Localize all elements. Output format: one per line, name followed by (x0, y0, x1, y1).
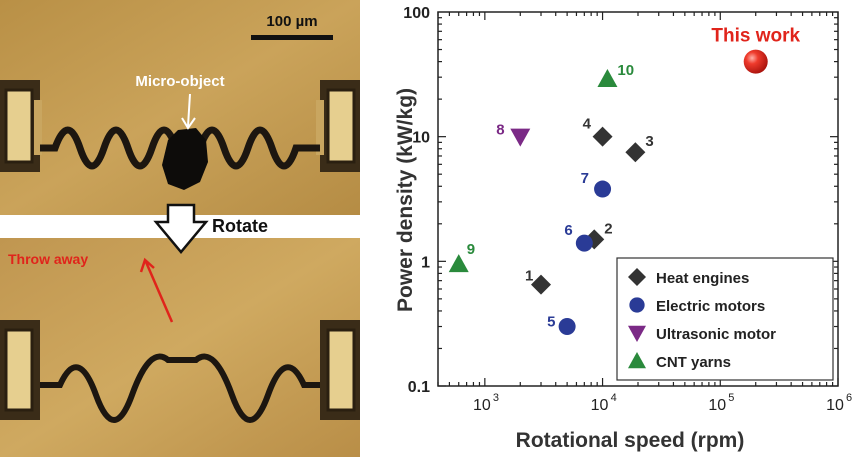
legend-entry-label: CNT yarns (656, 354, 731, 371)
throw-away-arrowhead (139, 257, 155, 273)
micro-object-arrowhead (181, 117, 196, 130)
x-tick-exponent: 6 (846, 392, 852, 404)
micrograph-bottom-background (0, 238, 360, 457)
data-point-circle (558, 318, 576, 336)
data-point-label: 9 (467, 241, 475, 258)
micro-object-label: Micro-object (135, 73, 224, 90)
y-axis-label: Power density (kW/kg) (394, 88, 417, 312)
legend-entry-label: Electric motors (656, 298, 765, 315)
data-point-label: 6 (564, 222, 572, 239)
legend: Heat engines Electric motors Ultrasonic mo… (616, 257, 834, 381)
data-point-label: 1 (525, 268, 533, 285)
throw-away-arrow (144, 261, 174, 323)
data-point-label: 4 (583, 116, 592, 133)
axis-ticks (437, 12, 839, 387)
this-work-point (743, 49, 768, 74)
left-electrode-top (0, 80, 42, 172)
legend-entry-label: Ultrasonic motor (656, 326, 776, 343)
data-point-circle (594, 180, 612, 198)
legend-entry-label: Heat engines (656, 270, 749, 287)
scale-bar (251, 35, 333, 40)
helical-yarn-bottom (40, 353, 320, 423)
micrograph-bottom: Throw away (0, 238, 360, 457)
right-electrode-bottom (320, 320, 360, 420)
data-marks: 1 2 3 4 5 6 7 8 9 10 This work (448, 26, 800, 336)
legend-marker-triangle-up (628, 352, 646, 369)
data-point-label: 3 (645, 133, 653, 150)
data-point-circle (575, 234, 593, 252)
data-point-label: 2 (604, 220, 612, 237)
data-point-triangle-up (597, 69, 618, 88)
this-work-label: This work (711, 26, 800, 47)
x-tick-exponent: 3 (493, 392, 499, 404)
data-point-label: 8 (496, 122, 504, 139)
y-tick-label: 1 (421, 254, 430, 271)
rotate-arrow (153, 203, 209, 254)
y-tick-label: 10 (412, 130, 430, 147)
x-tick-label: 10 (473, 397, 491, 414)
y-tick-label: 0.1 (408, 379, 430, 396)
data-point-diamond (625, 142, 646, 163)
x-tick-exponent: 5 (728, 392, 734, 404)
data-point-diamond (531, 274, 552, 295)
x-tick-label: 10 (708, 397, 726, 414)
throw-away-label: Throw away (8, 251, 88, 267)
data-point-label: 5 (547, 314, 555, 331)
data-point-label: 10 (617, 62, 634, 79)
data-point-diamond (592, 126, 613, 147)
micro-object-arrow (187, 93, 191, 127)
legend-box (616, 257, 834, 381)
legend-marker-circle (629, 297, 645, 313)
data-point-triangle-down (510, 128, 531, 147)
data-point-label: 7 (581, 170, 589, 187)
scale-bar-label: 100 µm (266, 13, 317, 30)
left-electrode-bottom (0, 320, 40, 420)
x-tick-label: 10 (826, 397, 844, 414)
x-axis-label: Rotational speed (rpm) (516, 429, 745, 452)
rotate-label: Rotate (212, 216, 268, 236)
data-point-triangle-up (448, 254, 469, 273)
x-tick-label: 10 (591, 397, 609, 414)
legend-marker-diamond (628, 268, 646, 286)
micrograph-top: 100 µm Micro-object (0, 0, 360, 215)
micro-object (162, 128, 208, 190)
legend-marker-triangle-down (628, 325, 646, 342)
y-tick-label: 100 (403, 5, 430, 22)
x-tick-exponent: 4 (611, 392, 617, 404)
right-electrode-top (316, 80, 360, 172)
